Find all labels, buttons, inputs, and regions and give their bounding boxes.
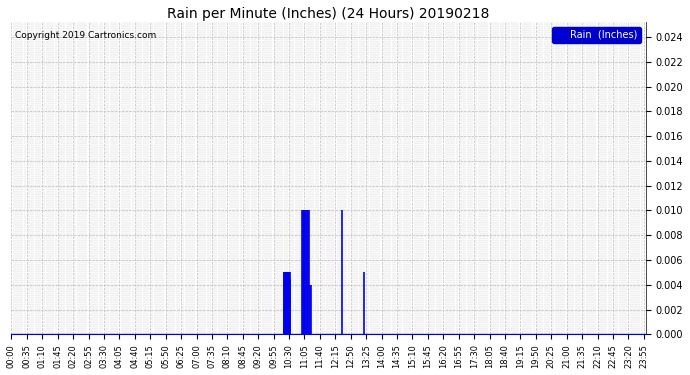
Title: Rain per Minute (Inches) (24 Hours) 20190218: Rain per Minute (Inches) (24 Hours) 2019… <box>168 7 490 21</box>
Legend: Rain  (Inches): Rain (Inches) <box>552 27 641 43</box>
Text: Copyright 2019 Cartronics.com: Copyright 2019 Cartronics.com <box>14 32 156 40</box>
